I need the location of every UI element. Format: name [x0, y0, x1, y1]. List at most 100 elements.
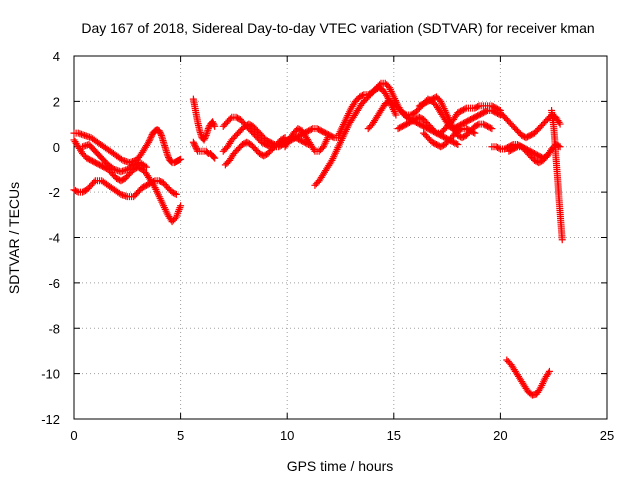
x-tick-label: 0: [70, 428, 77, 443]
plot-frame: [73, 55, 608, 420]
data-point: [147, 134, 155, 142]
data-point: [73, 187, 81, 195]
data-point: [226, 115, 234, 123]
data-point: [145, 137, 153, 145]
x-tick-label: 25: [600, 428, 614, 443]
data-point: [165, 153, 173, 161]
data-point: [461, 105, 469, 113]
data-point: [486, 124, 494, 132]
data-point: [146, 135, 154, 143]
chart-title: Day 167 of 2018, Sidereal Day-to-day VTE…: [81, 20, 594, 36]
data-point: [211, 122, 219, 130]
data-point: [203, 148, 211, 156]
series-trace-11: [311, 84, 400, 189]
y-tick-label: -2: [48, 185, 60, 200]
y-tick-label: -6: [48, 276, 60, 291]
data-point: [192, 144, 200, 152]
series-trace-16: [420, 125, 479, 151]
data-point: [310, 146, 318, 154]
series-trace-4: [79, 140, 150, 176]
y-tick-label: -12: [41, 412, 60, 427]
y-tick-label: -4: [48, 231, 60, 246]
data-point: [495, 106, 503, 114]
data-point: [392, 111, 400, 119]
data-point: [457, 125, 465, 133]
data-point: [543, 152, 551, 160]
data-point: [115, 189, 123, 197]
data-point: [545, 367, 553, 375]
series-trace-19: [505, 143, 551, 162]
data-point: [495, 144, 503, 152]
data-points: [70, 79, 566, 399]
data-point: [201, 133, 209, 141]
data-point: [172, 190, 180, 198]
data-point: [209, 118, 217, 126]
data-point: [209, 119, 217, 127]
data-point: [452, 140, 460, 148]
data-point: [359, 91, 367, 99]
series-trace-3: [70, 177, 180, 201]
data-point: [155, 127, 163, 135]
data-point: [192, 143, 200, 151]
y-tick-label: -8: [48, 321, 60, 336]
data-point: [200, 136, 208, 144]
data-point: [555, 118, 563, 126]
series-trace-10: [281, 125, 332, 155]
x-axis: 0 5 10 15 20 25: [70, 56, 614, 443]
data-point: [454, 140, 462, 148]
data-point: [474, 103, 482, 111]
data-point: [471, 129, 479, 137]
data-point: [201, 134, 209, 142]
data-point: [482, 107, 490, 115]
data-point: [142, 163, 150, 171]
data-point: [204, 125, 212, 133]
data-point: [190, 140, 198, 148]
data-point: [171, 190, 179, 198]
data-point: [157, 130, 165, 138]
grid-lines: [74, 56, 607, 419]
data-point: [469, 128, 477, 136]
data-point: [164, 152, 172, 160]
y-tick-label: 4: [53, 49, 60, 64]
series-trace-21: [503, 356, 553, 399]
series-trace-20: [548, 106, 566, 244]
data-point: [109, 164, 117, 172]
data-point: [156, 128, 164, 136]
data-point: [147, 132, 155, 140]
data-point: [556, 120, 564, 128]
data-point: [376, 81, 384, 89]
data-point: [544, 369, 552, 377]
data-point: [536, 385, 544, 393]
data-point: [307, 125, 315, 133]
data-point: [189, 138, 197, 146]
data-point: [117, 155, 125, 163]
data-point: [382, 91, 390, 99]
y-tick-label: 2: [53, 94, 60, 109]
data-point: [280, 134, 288, 142]
data-point: [401, 110, 409, 118]
data-point: [191, 141, 199, 149]
x-tick-label: 10: [280, 428, 294, 443]
data-point: [210, 153, 218, 161]
series-trace-2: [70, 136, 185, 226]
series-trace-5: [189, 95, 219, 144]
series-trace-14: [394, 102, 504, 137]
data-point: [542, 153, 550, 161]
series-trace-17: [496, 109, 564, 142]
data-point: [558, 236, 566, 244]
x-axis-label: GPS time / hours: [287, 458, 394, 474]
data-point: [474, 121, 482, 129]
data-point: [90, 178, 98, 186]
x-tick-label: 15: [387, 428, 401, 443]
data-point: [556, 143, 564, 151]
data-point: [324, 134, 332, 142]
data-point: [145, 138, 153, 146]
data-point: [177, 155, 185, 163]
data-point: [177, 202, 185, 210]
y-axis-label: SDTVAR / TECUs: [6, 182, 22, 294]
data-point: [205, 123, 213, 131]
y-tick-label: -10: [41, 367, 60, 382]
data-point: [211, 154, 219, 162]
data-point: [141, 162, 149, 170]
